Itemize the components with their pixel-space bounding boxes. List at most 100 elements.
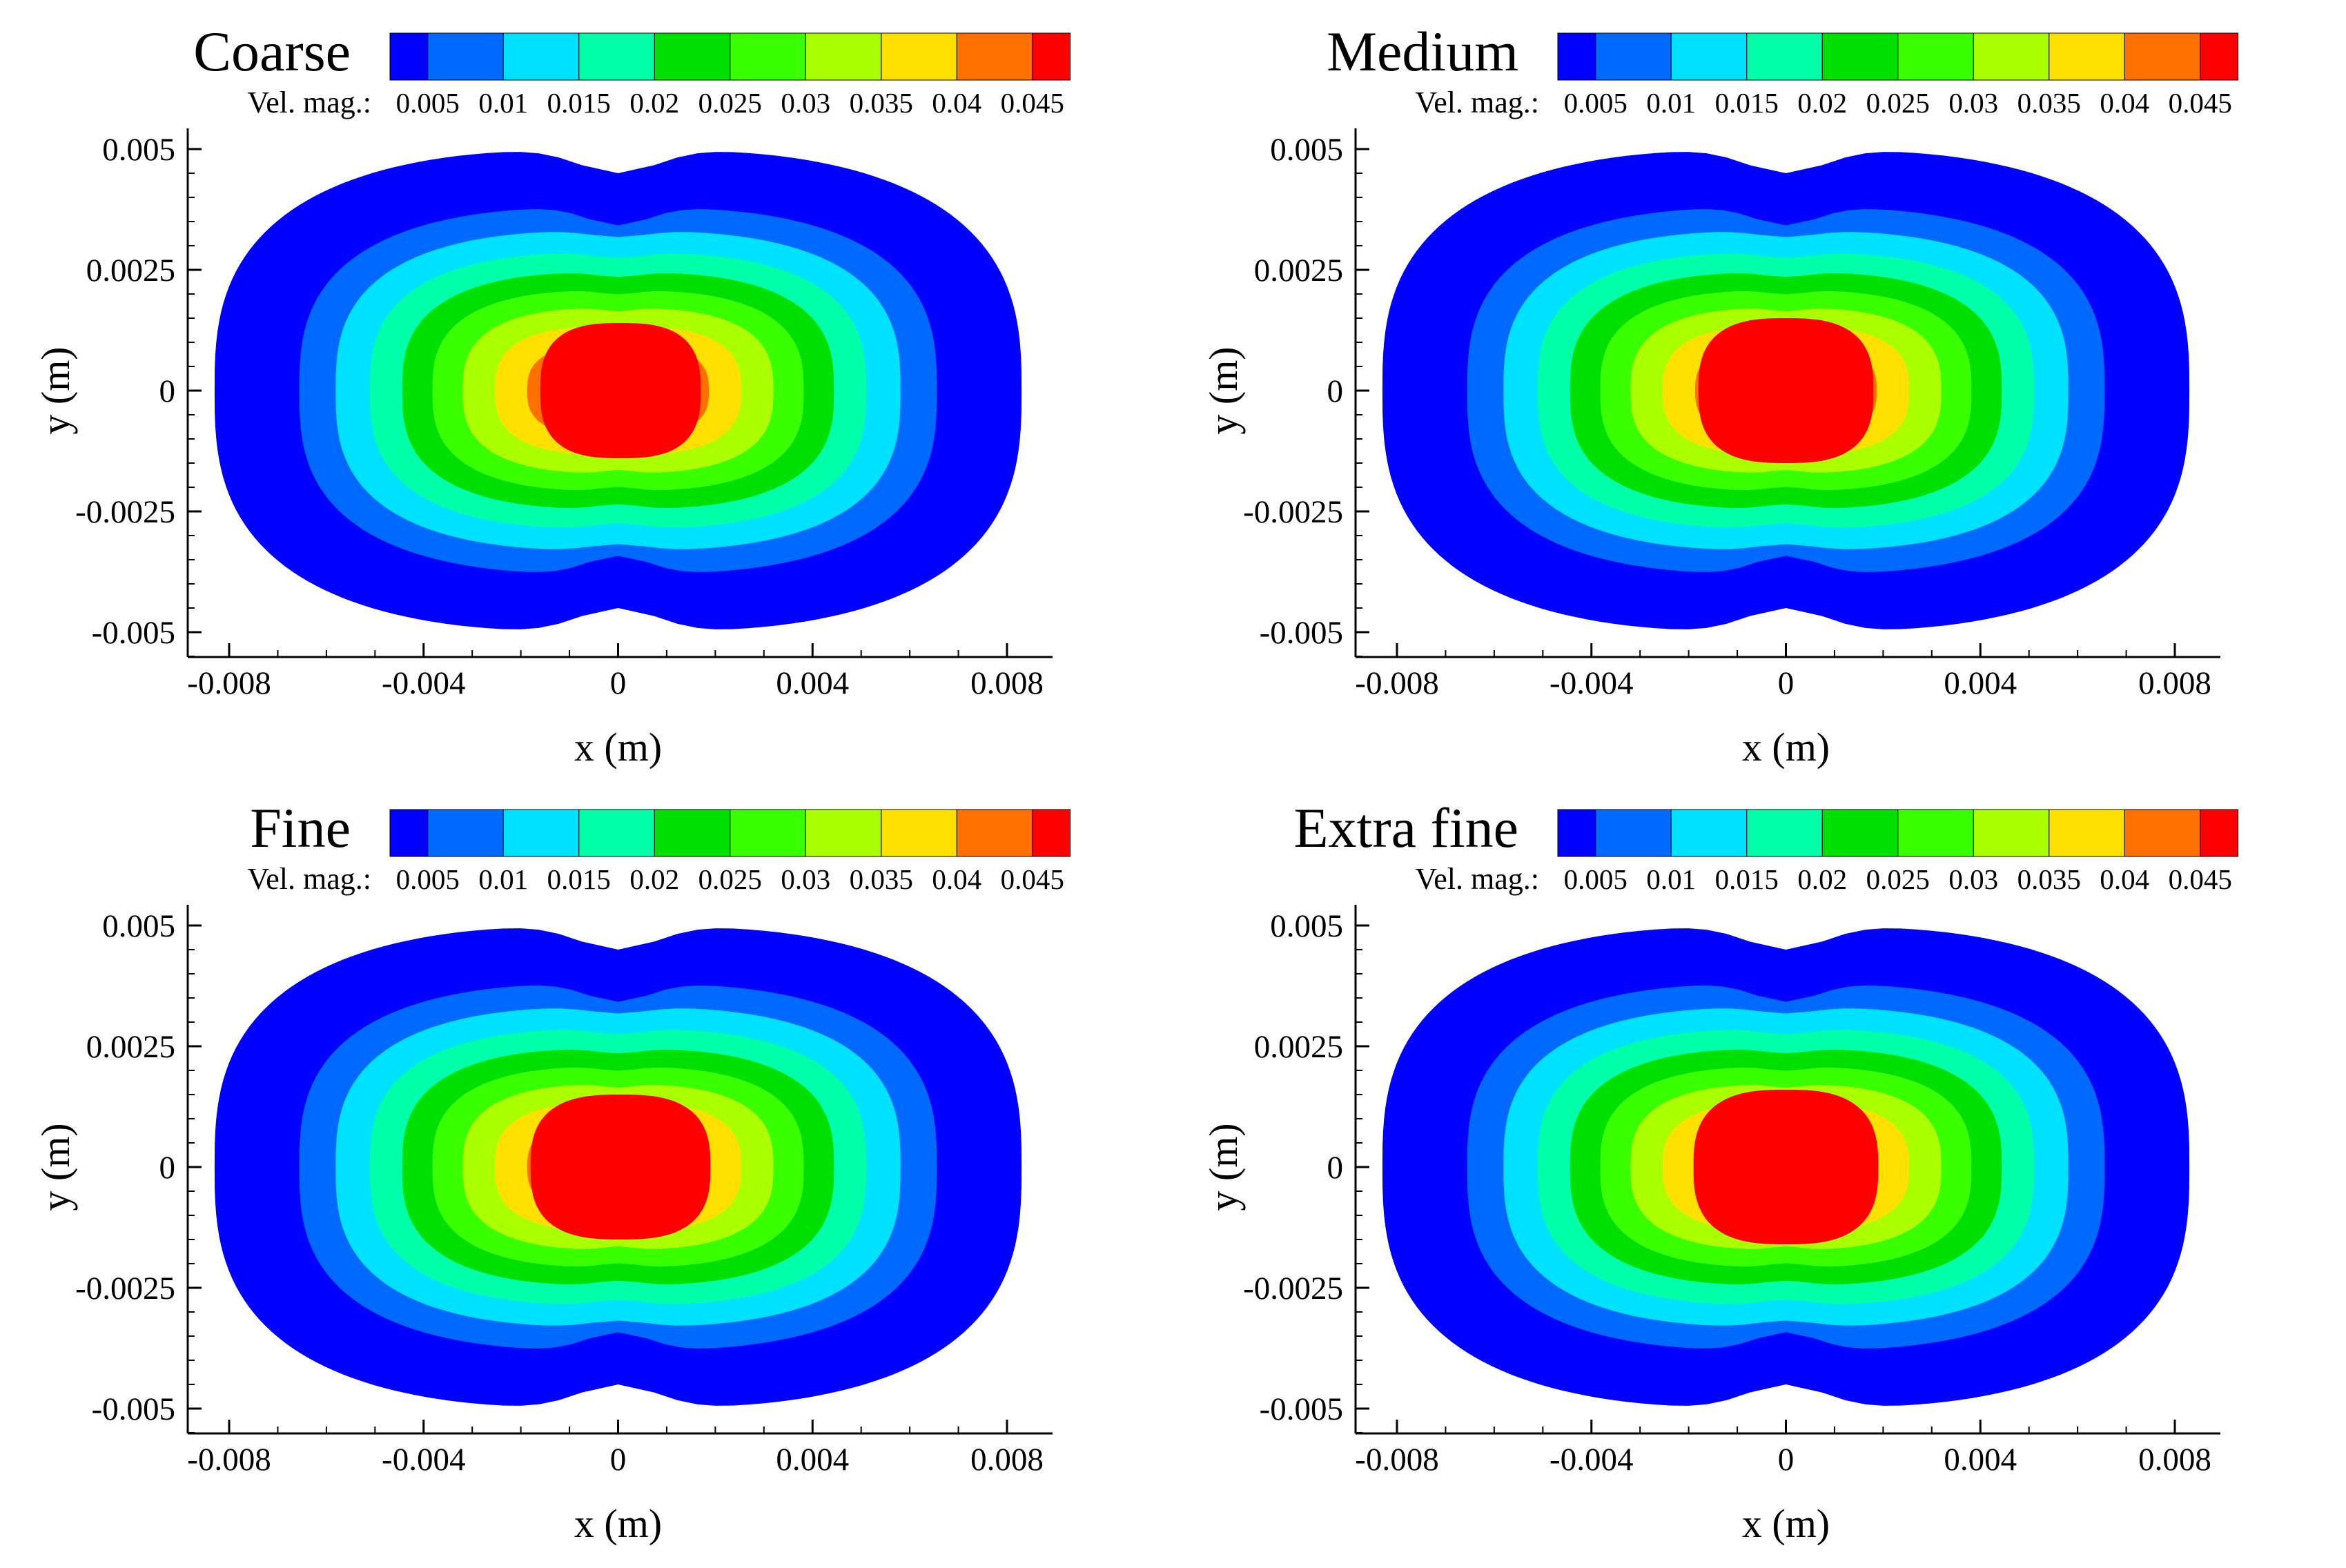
colorbar-swatch	[389, 809, 429, 857]
x-tick-label: -0.008	[1355, 665, 1438, 701]
colorbar-swatch	[730, 809, 806, 857]
x-tick-label: 0	[610, 1442, 627, 1478]
colorbar-swatch	[805, 32, 882, 81]
y-tick-label: 0	[1327, 373, 1344, 409]
colorbar-swatch	[1595, 32, 1672, 81]
chart-title: Medium	[1327, 20, 1518, 83]
y-tick-label: -0.0025	[75, 1271, 175, 1306]
colorbar-swatch	[881, 809, 957, 857]
colorbar-level-label: 0.01	[1646, 87, 1696, 119]
colorbar-swatch	[881, 32, 957, 81]
colorbar-level-label: 0.045	[2169, 87, 2232, 119]
x-tick-label: 0	[610, 665, 627, 701]
colorbar-level-label: 0.02	[1797, 863, 1847, 895]
x-tick-label: -0.008	[1355, 1442, 1438, 1478]
x-axis-label: x (m)	[1742, 1501, 1830, 1546]
colorbar-level-label: 0.04	[2100, 863, 2149, 895]
axes: -0.008 -0.004 0 0.004 0.008 0.005 0.0025 0 -0.00…	[1201, 128, 2220, 770]
colorbar-title: Vel. mag.:	[1415, 86, 1539, 119]
colorbar-swatch	[1897, 32, 1974, 81]
colorbar	[389, 32, 1071, 81]
colorbar-level-label: 0.005	[396, 863, 460, 895]
colorbar-level-label: 0.025	[698, 863, 762, 895]
contour-band	[1698, 318, 1874, 463]
colorbar-swatch	[427, 809, 504, 857]
colorbar-swatch	[502, 809, 580, 857]
contour-field	[214, 928, 1022, 1406]
colorbar-swatch	[1973, 32, 2050, 81]
y-axis-label: y (m)	[33, 346, 78, 434]
colorbar-level-label: 0.045	[1001, 87, 1064, 119]
contour-field	[214, 152, 1022, 629]
colorbar-swatch	[1670, 32, 1748, 81]
x-tick-label: 0.004	[776, 1442, 849, 1478]
colorbar-title: Vel. mag.:	[1415, 862, 1539, 896]
colorbar-swatch	[1746, 32, 1823, 81]
x-tick-label: 0.004	[776, 665, 849, 701]
colorbar-swatch	[427, 32, 504, 81]
colorbar-level-label: 0.03	[1948, 87, 1998, 119]
axes: -0.008 -0.004 0 0.004 0.008 0.005 0.0025 0 -0.00…	[33, 905, 1053, 1546]
colorbar-swatch	[1670, 809, 1748, 857]
colorbar-swatch	[2124, 809, 2201, 857]
y-tick-label: 0.0025	[1254, 1029, 1343, 1065]
y-tick-label: 0.005	[102, 132, 175, 168]
x-tick-label: 0.004	[1944, 1442, 2017, 1478]
colorbar-swatch	[1821, 32, 1899, 81]
x-tick-label: 0	[1778, 665, 1795, 701]
colorbar-swatch	[2124, 32, 2201, 81]
colorbar-level-label: 0.045	[2169, 863, 2232, 895]
colorbar-swatch	[578, 809, 655, 857]
y-tick-label: -0.005	[92, 615, 175, 651]
colorbar-swatch	[1821, 809, 1899, 857]
y-tick-label: 0	[1327, 1150, 1344, 1186]
colorbar-swatch	[805, 809, 882, 857]
colorbar-labels: Vel. mag.: 0.005 0.01 0.015 0.02 0.025 0.03 0.0…	[1415, 862, 2232, 896]
y-axis-label: y (m)	[1201, 1123, 1246, 1211]
colorbar-level-label: 0.03	[781, 87, 830, 119]
colorbar-level-label: 0.04	[932, 87, 981, 119]
x-axis-label: x (m)	[574, 1501, 662, 1546]
colorbar	[1557, 809, 2239, 857]
colorbar-level-label: 0.015	[547, 863, 611, 895]
colorbar-level-label: 0.01	[478, 87, 528, 119]
colorbar-swatch	[1973, 809, 2050, 857]
colorbar-level-label: 0.015	[547, 87, 611, 119]
contour-field	[1382, 928, 2190, 1406]
colorbar-level-label: 0.035	[2017, 863, 2081, 895]
colorbar-swatch	[654, 32, 731, 81]
y-axis-label: y (m)	[33, 1123, 78, 1211]
colorbar-swatch	[1557, 809, 1596, 857]
colorbar-level-label: 0.025	[698, 87, 762, 119]
colorbar-swatch	[2200, 809, 2239, 857]
colorbar-level-label: 0.025	[1866, 87, 1930, 119]
contour-band	[1693, 1090, 1879, 1244]
contour-band	[530, 1095, 711, 1239]
contour-band	[540, 323, 701, 458]
x-tick-label: -0.008	[187, 665, 271, 701]
colorbar	[1557, 32, 2239, 81]
x-tick-label: 0.008	[970, 1442, 1044, 1478]
x-tick-label: 0.008	[2138, 665, 2211, 701]
chart-title: Fine	[250, 796, 351, 859]
y-tick-label: 0.005	[1270, 908, 1343, 944]
x-tick-label: -0.004	[1550, 1442, 1633, 1478]
colorbar-level-label: 0.045	[1001, 863, 1064, 895]
colorbar-level-label: 0.04	[932, 863, 981, 895]
colorbar-level-label: 0.02	[629, 863, 679, 895]
colorbar-swatch	[2049, 32, 2125, 81]
y-tick-label: -0.005	[1260, 615, 1343, 651]
colorbar-swatch	[502, 32, 580, 81]
x-tick-label: 0.008	[2138, 1442, 2211, 1478]
colorbar-swatch	[956, 809, 1033, 857]
colorbar-swatch	[1897, 809, 1974, 857]
colorbar-swatch	[1557, 32, 1596, 81]
x-tick-label: -0.008	[187, 1442, 271, 1478]
colorbar-level-label: 0.015	[1715, 87, 1779, 119]
y-tick-label: -0.0025	[1243, 494, 1343, 530]
colorbar-swatch	[1032, 32, 1071, 81]
colorbar-swatch	[956, 32, 1033, 81]
colorbar-level-label: 0.015	[1715, 863, 1779, 895]
